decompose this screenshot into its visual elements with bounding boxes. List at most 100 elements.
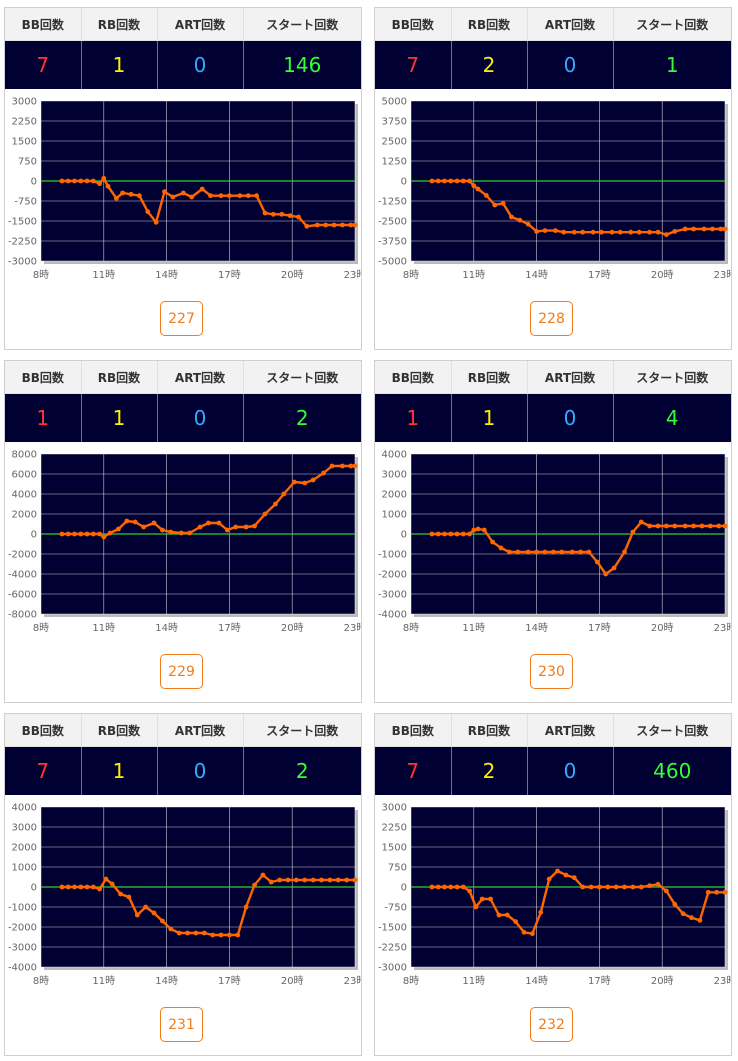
header-rb: RB回数	[451, 714, 528, 747]
y-tick-label: -4000	[378, 610, 407, 621]
x-tick-label: 23時	[344, 269, 361, 281]
data-point	[442, 531, 447, 537]
data-point	[488, 896, 493, 902]
data-point	[691, 523, 696, 529]
machine-number-button[interactable]: 230	[530, 654, 573, 689]
data-point	[293, 877, 299, 883]
data-point	[580, 884, 586, 890]
machine-card: BB回数 RB回数 ART回数 スタート回数 7 1 0 146 3000 225…	[4, 7, 362, 350]
header-bb: BB回数	[5, 8, 82, 41]
data-point	[578, 549, 583, 555]
data-point	[340, 222, 345, 228]
data-point	[561, 229, 567, 235]
y-tick-label: 4000	[382, 450, 407, 461]
data-point	[296, 214, 301, 220]
data-point	[705, 889, 711, 895]
data-point	[492, 202, 498, 208]
data-point	[141, 524, 146, 530]
header-art: ART回数	[527, 361, 614, 394]
rb-count: 1	[81, 393, 158, 442]
data-point	[348, 222, 354, 228]
data-point	[331, 222, 337, 228]
header-rb: RB回数	[81, 8, 158, 41]
y-tick-label: 1000	[382, 510, 407, 521]
data-point	[647, 229, 653, 235]
x-tick-label: 14時	[155, 975, 178, 987]
data-point	[340, 463, 345, 469]
bb-count: 1	[5, 393, 82, 442]
x-tick-label: 20時	[651, 622, 674, 634]
y-tick-label: -8000	[8, 610, 37, 621]
data-point	[352, 463, 358, 469]
data-point	[84, 178, 90, 184]
data-point	[594, 559, 600, 565]
machine-number-button[interactable]: 227	[160, 301, 203, 336]
data-point	[262, 210, 268, 216]
y-tick-label: 2250	[382, 823, 407, 834]
data-point	[268, 879, 274, 885]
data-point	[304, 223, 310, 229]
data-point	[490, 539, 496, 545]
data-point	[460, 178, 466, 184]
data-point	[442, 884, 447, 890]
data-point	[525, 549, 531, 555]
data-point	[260, 872, 266, 878]
x-tick-label: 14時	[155, 622, 178, 634]
data-point	[151, 520, 157, 526]
x-tick-label: 14時	[525, 269, 548, 281]
data-point	[513, 919, 519, 925]
data-point	[475, 186, 481, 192]
data-point	[72, 884, 77, 890]
rb-count: 2	[451, 40, 528, 89]
art-count: 0	[157, 393, 244, 442]
data-point	[97, 531, 103, 537]
data-point	[285, 877, 291, 883]
data-point	[210, 932, 216, 938]
header-start: スタート回数	[613, 361, 731, 394]
start-count: 146	[243, 40, 361, 89]
data-point	[84, 884, 90, 890]
stats-table: BB回数 RB回数 ART回数 スタート回数 1 1 0 4	[375, 361, 731, 442]
data-point	[124, 518, 130, 524]
data-point	[655, 229, 661, 235]
data-point	[273, 501, 278, 507]
stats-table: BB回数 RB回数 ART回数 スタート回数 7 2 0 1	[375, 8, 731, 89]
data-point	[302, 877, 308, 883]
y-tick-label: -2000	[8, 550, 37, 561]
start-count: 2	[243, 746, 361, 795]
data-point	[262, 511, 268, 517]
y-tick-label: 3000	[382, 803, 407, 814]
data-point	[701, 226, 707, 232]
y-tick-label: 4000	[12, 490, 37, 501]
data-point	[90, 884, 96, 890]
machine-card: BB回数 RB回数 ART回数 スタート回数 7 2 0 460 3000 225…	[374, 713, 732, 1056]
data-point	[252, 523, 257, 529]
y-tick-label: 4000	[12, 803, 37, 814]
data-point	[622, 549, 627, 555]
x-tick-label: 11時	[92, 975, 115, 987]
data-point	[160, 918, 165, 924]
machine-number-button[interactable]: 229	[160, 654, 203, 689]
machine-number-button[interactable]: 231	[160, 1007, 203, 1042]
data-point	[335, 877, 341, 883]
x-tick-label: 20時	[281, 269, 304, 281]
y-tick-label: -3000	[378, 963, 407, 974]
art-count: 0	[527, 746, 614, 795]
x-tick-label: 20時	[281, 975, 304, 987]
data-point	[617, 229, 623, 235]
machine-number-button[interactable]: 232	[530, 1007, 573, 1042]
data-point	[327, 877, 333, 883]
data-point	[672, 523, 678, 529]
y-tick-label: 0	[31, 177, 37, 188]
data-point	[168, 529, 174, 535]
data-point	[603, 571, 609, 577]
data-point	[281, 491, 287, 497]
data-point	[496, 912, 502, 918]
stats-table: BB回数 RB回数 ART回数 スタート回数 1 1 0 2	[5, 361, 361, 442]
y-tick-label: 3750	[382, 117, 407, 128]
data-point	[590, 229, 596, 235]
machine-number-button[interactable]: 228	[530, 301, 573, 336]
